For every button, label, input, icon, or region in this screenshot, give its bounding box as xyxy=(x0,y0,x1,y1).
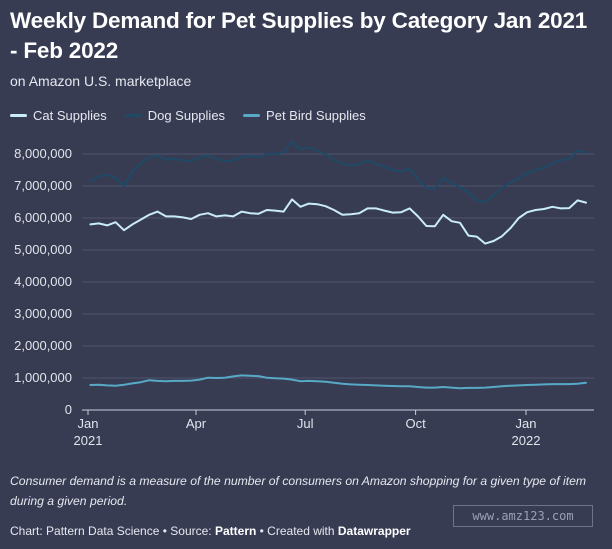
source-name: Pattern xyxy=(214,524,257,538)
y-axis-labels: 8,000,000 7,000,000 6,000,000 5,000,000 4,00… xyxy=(14,146,72,417)
x-tick-year-label: 2022 xyxy=(512,433,541,448)
x-tick-label: Jan xyxy=(78,416,99,431)
credit-prefix: Chart: Pattern Data Science • Source: xyxy=(10,524,215,538)
y-tick-label: 7,000,000 xyxy=(14,178,72,193)
tool-name: Datawrapper xyxy=(337,524,411,538)
legend-swatch-cat xyxy=(10,113,27,117)
chart-subtitle: on Amazon U.S. marketplace xyxy=(10,73,192,89)
y-tick-label: 8,000,000 xyxy=(14,146,72,161)
footnote: Consumer demand is a measure of the numb… xyxy=(10,474,587,508)
chart-grid xyxy=(82,153,594,411)
x-tick-year-label: 2021 xyxy=(74,433,103,448)
legend-label-dog: Dog Supplies xyxy=(147,107,226,123)
legend-label-bird: Pet Bird Supplies xyxy=(266,107,366,123)
legend-item-bird: Pet Bird Supplies xyxy=(243,108,366,123)
legend-swatch-bird xyxy=(243,113,261,117)
y-tick-label: 6,000,000 xyxy=(14,210,72,225)
legend-item-dog: Dog Supplies xyxy=(124,107,226,123)
y-tick-label: 4,000,000 xyxy=(14,274,72,289)
series-line-dog-supplies xyxy=(89,140,587,203)
x-tick-label: Apr xyxy=(186,416,207,431)
watermark: www.amz123.com xyxy=(453,505,593,527)
credit-middle: • Created with xyxy=(256,524,338,538)
x-tick-label: Jul xyxy=(297,416,314,431)
x-tick-label: Oct xyxy=(405,416,426,431)
y-tick-label: 0 xyxy=(65,402,72,417)
y-tick-label: 1,000,000 xyxy=(14,370,72,385)
y-tick-label: 5,000,000 xyxy=(14,242,72,257)
chart-title: Weekly Demand for Pet Supplies by Catego… xyxy=(10,8,588,63)
credit-line: Chart: Pattern Data Science • Source: Pa… xyxy=(10,524,411,538)
legend-item-cat: Cat Supplies xyxy=(10,108,107,123)
y-tick-label: 2,000,000 xyxy=(14,338,72,353)
x-tick-label: Jan xyxy=(516,416,537,431)
line-chart: 8,000,000 7,000,000 6,000,000 5,000,000 4,00… xyxy=(14,140,594,448)
series-line-cat-supplies xyxy=(89,198,587,245)
legend-label-cat: Cat Supplies xyxy=(33,107,107,123)
y-tick-label: 3,000,000 xyxy=(14,306,72,321)
legend-swatch-dog xyxy=(124,113,142,117)
chart-series xyxy=(89,140,587,390)
series-line-pet-bird-supplies xyxy=(89,374,587,390)
legend: Cat Supplies Dog Supplies Pet Bird Suppl… xyxy=(10,106,384,124)
x-axis-labels: Jan 2021 Apr Jul Oct Jan 2022 xyxy=(74,410,541,448)
